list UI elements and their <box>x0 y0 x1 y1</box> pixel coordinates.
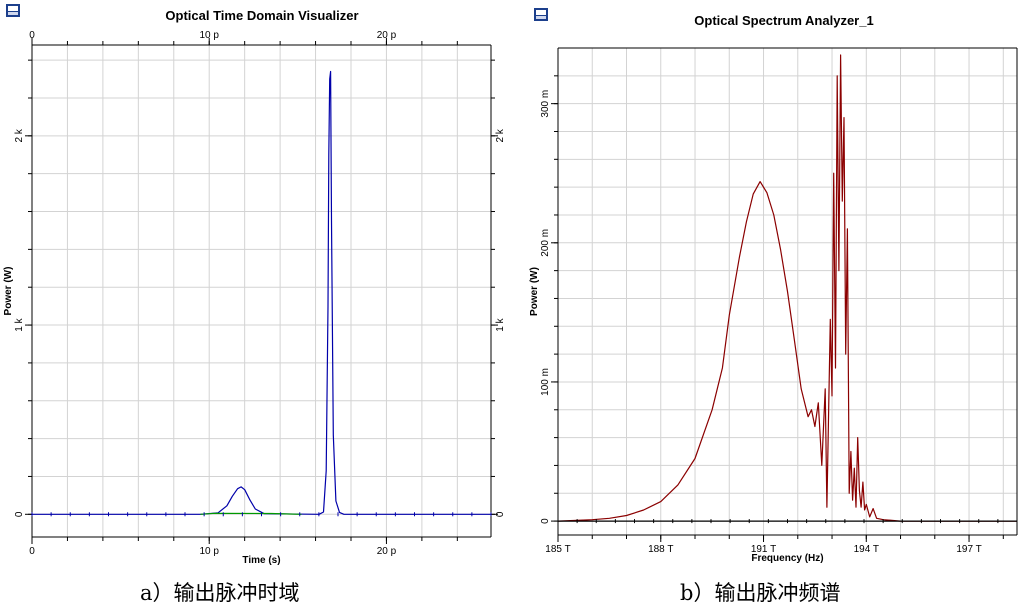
spectrum-panel: Optical Spectrum Analyzer_1 185 T 188 T 19… <box>529 8 1018 564</box>
x-tick-label: 185 T <box>545 544 570 555</box>
x-tick-label: 10 p <box>199 546 219 557</box>
chart-title: Optical Time Domain Visualizer <box>165 8 358 23</box>
top-tick-label: 0 <box>29 30 35 41</box>
plot-area: 0 10 p 20 p 0 10 p 20 p 0 1 k 2 k 0 1 k 2 k Time (s)… <box>3 30 506 566</box>
y-tick-label: 2 k <box>14 128 25 142</box>
x-tick-label: 194 T <box>854 544 879 555</box>
right-tick-label: 1 k <box>495 317 506 331</box>
plot-area: 185 T 188 T 191 T 194 T 197 T 0 100 m 200 m 300 … <box>529 47 1018 564</box>
caption-right: b）输出脉冲频谱 <box>680 581 840 605</box>
y-axis-label: Power (W) <box>3 267 14 316</box>
plot-background <box>32 45 491 537</box>
right-tick-label: 2 k <box>495 128 506 142</box>
y-tick-label: 0 <box>14 511 25 517</box>
series-line <box>557 54 1017 522</box>
y-tick-label: 200 m <box>540 229 551 257</box>
series-line <box>32 70 491 515</box>
monitor-icon[interactable] <box>534 8 548 21</box>
y-tick-label: 300 m <box>540 90 551 118</box>
x-axis-label: Frequency (Hz) <box>751 553 823 564</box>
y-tick-label: 100 m <box>540 368 551 396</box>
x-tick-label: 191 T <box>751 544 776 555</box>
chart-title: Optical Spectrum Analyzer_1 <box>694 13 873 28</box>
y-axis-label: Power (W) <box>529 267 540 316</box>
y-tick-label: 0 <box>540 518 551 524</box>
x-tick-label: 197 T <box>956 544 981 555</box>
top-tick-label: 10 p <box>199 30 219 41</box>
x-tick-label: 188 T <box>648 544 673 555</box>
monitor-icon[interactable] <box>6 4 20 17</box>
caption-left: a）输出脉冲时域 <box>140 581 300 605</box>
x-tick-label: 0 <box>29 546 35 557</box>
right-tick-label: 0 <box>495 511 506 517</box>
top-tick-label: 20 p <box>377 30 397 41</box>
x-axis-label: Time (s) <box>242 555 280 566</box>
y-tick-label: 1 k <box>14 317 25 331</box>
time-domain-panel: Optical Time Domain Visualizer 0 10 p 20 p… <box>3 4 506 566</box>
x-tick-label: 20 p <box>377 546 397 557</box>
